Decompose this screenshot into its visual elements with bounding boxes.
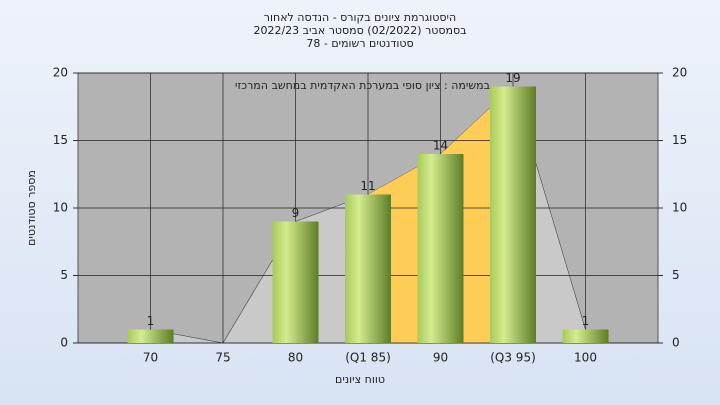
y2-tick-label: 20 [672,66,687,80]
bar [272,221,319,343]
bar [562,329,609,343]
value-label: 1 [147,314,155,328]
value-label: 11 [360,179,375,193]
y-tick-label: 15 [53,133,68,147]
y-tick-label: 0 [60,336,68,350]
x-tick-label: 75 [215,351,230,365]
y2-tick-label: 15 [672,133,687,147]
x-tick-label: (Q3 95) [490,351,536,365]
value-label: 1 [582,314,590,328]
bar [490,86,536,343]
bar [417,154,464,343]
value-label: 14 [433,139,448,153]
value-label: 9 [292,206,300,220]
annotation: במשימה : ציון סופי במערכת האקדמית במחשב … [235,79,490,92]
y2-tick-label: 10 [672,201,687,215]
y-tick-label: 5 [60,268,68,282]
x-axis-label: טווח ציונים [335,373,385,386]
title-line: בסמסטר (02/2022) סמסטר אביב 2022/23 [253,24,466,37]
y2-tick-label: 5 [672,268,680,282]
x-tick-label: 100 [574,351,597,365]
bar [127,329,174,343]
title-line: סטודנטים רשומים - 78 [306,37,413,50]
title-line: היסטוגרמת ציונים בקורס - הנדסה לאחור [264,11,456,24]
x-tick-label: (Q1 85) [345,351,391,365]
y-tick-label: 10 [53,201,68,215]
y-axis-label: מספר סטודנטים [25,170,38,246]
x-tick-label: 80 [288,351,303,365]
x-tick-label: 70 [143,351,158,365]
bar [345,194,391,343]
x-tick-label: 90 [433,351,448,365]
y-tick-label: 20 [53,66,68,80]
y2-tick-label: 0 [672,336,680,350]
value-label: 19 [505,71,520,85]
